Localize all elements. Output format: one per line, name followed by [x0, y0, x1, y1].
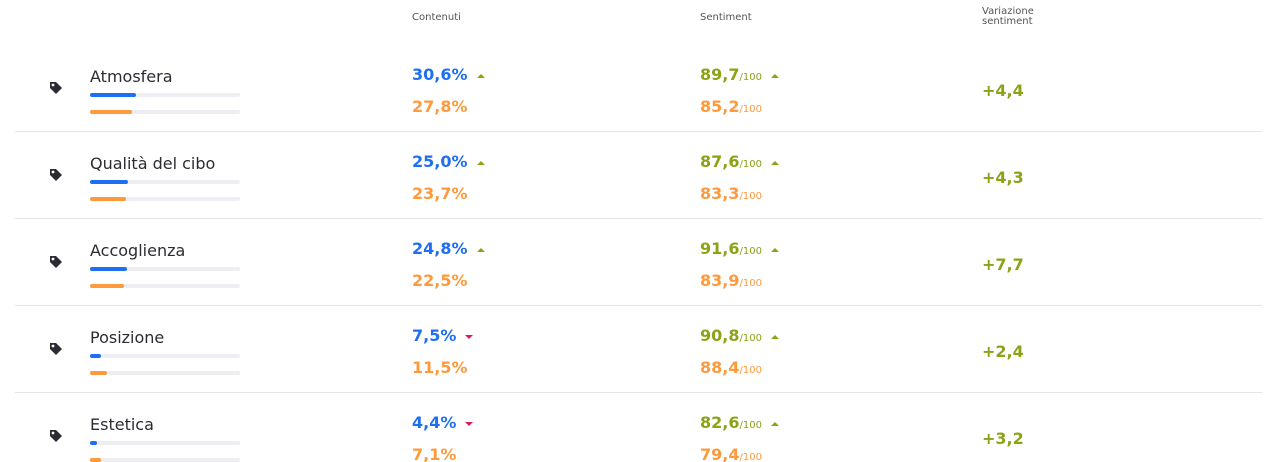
contents-bar	[90, 354, 102, 358]
bar-track	[90, 110, 240, 114]
contents-prev-value: 11,5%	[412, 358, 468, 377]
category-name: Qualità del cibo	[90, 154, 216, 173]
contents-prev-value: 23,7%	[412, 184, 468, 203]
bar-track	[90, 197, 240, 201]
contents-cell: 7,5%	[412, 326, 474, 345]
sentiment-value: 91,6	[700, 239, 740, 258]
bar-track	[90, 284, 240, 288]
bar-track	[90, 441, 240, 445]
sentiment-cell: 90,8/100	[700, 326, 780, 345]
sentiment-scale: /100	[739, 365, 762, 376]
row-separator	[15, 218, 1262, 219]
header-contents: Contenuti	[412, 12, 461, 23]
bar-track	[90, 93, 240, 97]
sentiment-scale: /100	[739, 420, 762, 431]
sentiment-prev-value: 83,3	[700, 184, 740, 203]
bar-track	[90, 267, 240, 271]
bar-track	[90, 354, 240, 358]
sentiment-scale: /100	[739, 104, 762, 115]
tag-icon	[48, 428, 64, 444]
contents-prev-value: 7,1%	[412, 445, 457, 462]
trend-arrow	[770, 160, 779, 165]
contents-prev-bar	[90, 284, 124, 288]
variation-value: +4,3	[982, 168, 1024, 187]
tag-icon	[48, 254, 64, 270]
sentiment-value: 87,6	[700, 152, 740, 171]
sentiment-cell: 82,6/100	[700, 413, 780, 432]
header-variation: sentiment	[982, 16, 1033, 27]
bar-track	[90, 371, 240, 375]
bar-track	[90, 180, 240, 184]
sentiment-scale: /100	[739, 246, 762, 257]
sentiment-scale: /100	[739, 452, 762, 462]
sentiment-scale: /100	[739, 191, 762, 202]
trend-arrow	[476, 247, 485, 252]
bar-track	[90, 458, 240, 462]
tag-icon	[48, 167, 64, 183]
contents-cell: 4,4%	[412, 413, 474, 432]
variation-value: +2,4	[982, 342, 1024, 361]
sentiment-prev-value: 83,9	[700, 271, 740, 290]
contents-bar	[90, 180, 128, 184]
contents-value: 7,5%	[412, 326, 457, 345]
trend-arrow	[465, 334, 474, 339]
header-sentiment: Sentiment	[700, 12, 752, 23]
sentiment-scale: /100	[739, 72, 762, 83]
sentiment-value: 89,7	[700, 65, 740, 84]
category-name: Posizione	[90, 328, 165, 347]
trend-arrow	[465, 421, 474, 426]
variation-value: +7,7	[982, 255, 1024, 274]
row-separator	[15, 392, 1262, 393]
row-separator	[15, 131, 1262, 132]
contents-value: 4,4%	[412, 413, 457, 432]
sentiment-prev-cell: 85,2/100	[700, 97, 762, 116]
contents-cell: 25,0%	[412, 152, 486, 171]
trend-arrow	[770, 247, 779, 252]
contents-bar	[90, 441, 97, 445]
contents-prev-bar	[90, 371, 108, 375]
sentiment-value: 90,8	[700, 326, 740, 345]
category-name: Estetica	[90, 415, 154, 434]
sentiment-prev-value: 79,4	[700, 445, 740, 462]
contents-prev-bar	[90, 197, 126, 201]
sentiment-cell: 87,6/100	[700, 152, 780, 171]
sentiment-scale: /100	[739, 333, 762, 344]
contents-bar	[90, 93, 136, 97]
sentiment-prev-value: 85,2	[700, 97, 740, 116]
contents-prev-value: 27,8%	[412, 97, 468, 116]
sentiment-prev-value: 88,4	[700, 358, 740, 377]
variation-value: +3,2	[982, 429, 1024, 448]
category-name: Atmosfera	[90, 67, 173, 86]
sentiment-value: 82,6	[700, 413, 740, 432]
row-separator	[15, 305, 1262, 306]
contents-value: 25,0%	[412, 152, 468, 171]
trend-arrow	[770, 334, 779, 339]
sentiment-prev-cell: 83,9/100	[700, 271, 762, 290]
variation-value: +4,4	[982, 81, 1024, 100]
category-name: Accoglienza	[90, 241, 186, 260]
sentiment-cell: 91,6/100	[700, 239, 780, 258]
trend-arrow	[476, 73, 485, 78]
contents-cell: 30,6%	[412, 65, 486, 84]
contents-value: 24,8%	[412, 239, 468, 258]
sentiment-scale: /100	[739, 159, 762, 170]
tag-icon	[48, 341, 64, 357]
contents-bar	[90, 267, 128, 271]
trend-arrow	[476, 160, 485, 165]
trend-arrow	[770, 73, 779, 78]
contents-prev-bar	[90, 458, 101, 462]
trend-arrow	[770, 421, 779, 426]
contents-prev-value: 22,5%	[412, 271, 468, 290]
sentiment-prev-cell: 83,3/100	[700, 184, 762, 203]
header-variation: Variazione	[982, 6, 1034, 17]
sentiment-prev-cell: 79,4/100	[700, 445, 762, 462]
sentiment-cell: 89,7/100	[700, 65, 780, 84]
contents-cell: 24,8%	[412, 239, 486, 258]
tag-icon	[48, 80, 64, 96]
contents-prev-bar	[90, 110, 132, 114]
contents-value: 30,6%	[412, 65, 468, 84]
sentiment-scale: /100	[739, 278, 762, 289]
sentiment-prev-cell: 88,4/100	[700, 358, 762, 377]
